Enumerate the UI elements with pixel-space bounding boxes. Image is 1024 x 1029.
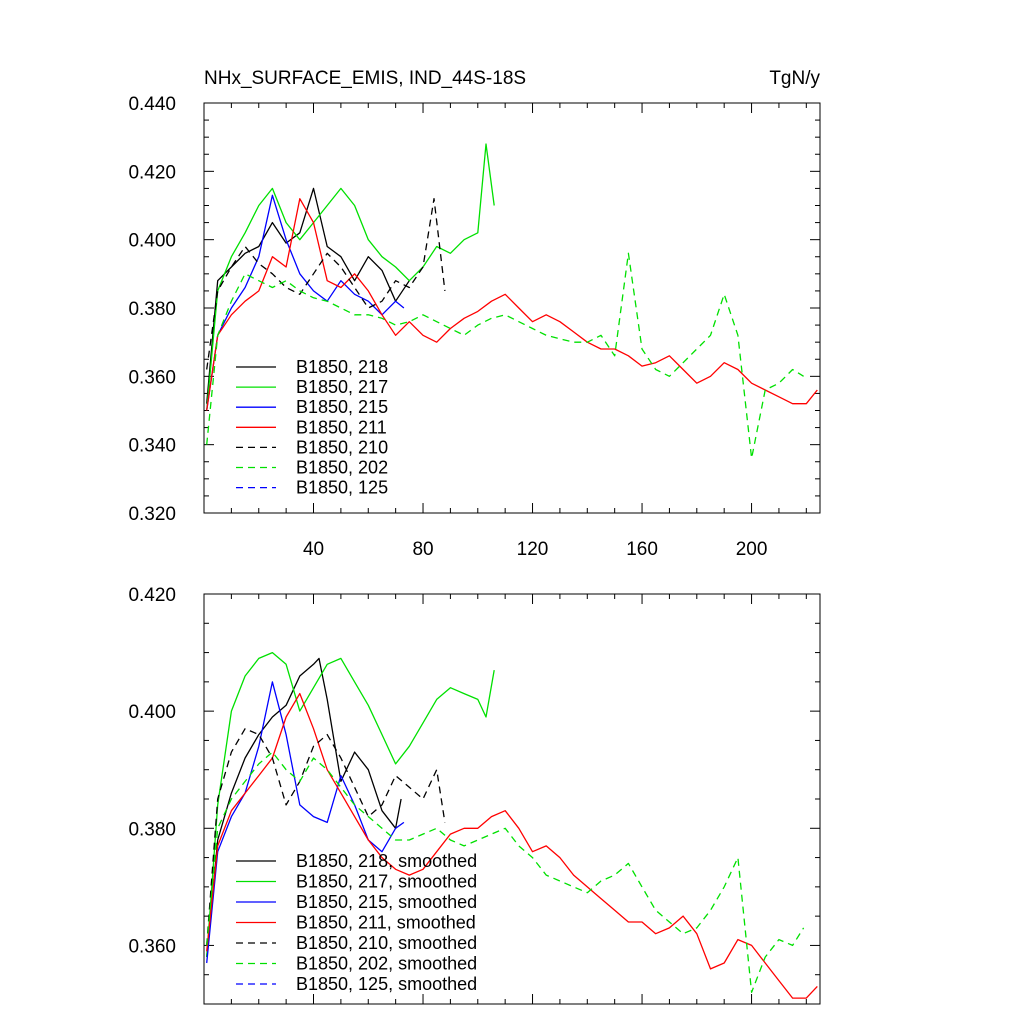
bottom-y-tick-label: 0.360 — [128, 936, 176, 957]
top-x-tick-label: 120 — [517, 539, 549, 560]
bottom-legend-label: B1850, 211, smoothed — [296, 913, 476, 933]
top-legend-label: B1850, 211 — [296, 417, 387, 437]
bottom-legend-label: B1850, 125, smoothed — [296, 974, 477, 994]
top-y-tick-label: 0.320 — [128, 504, 176, 525]
top-legend-label: B1850, 202 — [296, 458, 388, 478]
top-series-line — [206, 143, 495, 411]
top-x-tick-label: 80 — [412, 539, 433, 560]
top-y-tick-label: 0.380 — [128, 299, 176, 320]
top-y-tick-label: 0.440 — [128, 94, 176, 115]
top-legend-label: B1850, 210 — [296, 437, 388, 457]
top-legend-label: B1850, 215 — [296, 397, 388, 417]
bottom-series-line — [206, 728, 446, 946]
top-panel-title: NHx_SURFACE_EMIS, IND_44S-18S — [204, 68, 526, 89]
top-legend-label: B1850, 217 — [296, 377, 388, 397]
top-y-tick-label: 0.340 — [128, 436, 176, 457]
top-panel: NHx_SURFACE_EMIS, IND_44S-18S TgN/y 40 80… — [128, 68, 821, 560]
top-legend-label: B1850, 125 — [296, 478, 388, 498]
bottom-legend-label: B1850, 202, smoothed — [296, 954, 477, 974]
top-series — [206, 143, 818, 459]
top-series-line — [206, 198, 818, 411]
top-panel-units: TgN/y — [769, 68, 820, 89]
top-y-tick-label: 0.420 — [128, 162, 176, 183]
top-series-line — [206, 194, 405, 411]
bottom-series-line — [206, 651, 495, 958]
bottom-series-line — [206, 657, 402, 958]
bottom-y-tick-label: 0.420 — [128, 585, 176, 606]
bottom-series-line — [206, 751, 805, 993]
bottom-series-line — [206, 681, 405, 964]
bottom-ticks: 0.360 0.380 0.400 0.420 — [128, 585, 820, 1005]
top-ticks: 40 80 120 160 200 0.320 0.340 0.360 0.380 0.400 0.… — [128, 94, 820, 560]
top-y-tick-label: 0.400 — [128, 231, 176, 252]
bottom-panel: 0.360 0.380 0.400 0.420 B1850, 218, smoothe… — [128, 585, 821, 1005]
bottom-legend-label: B1850, 217, smoothed — [296, 872, 477, 892]
bottom-legend-label: B1850, 218, smoothed — [296, 851, 477, 871]
top-y-tick-label: 0.360 — [128, 367, 176, 388]
top-series-line — [206, 252, 804, 459]
top-legend-label: B1850, 218 — [296, 357, 388, 377]
bottom-y-tick-label: 0.380 — [128, 819, 176, 840]
bottom-series — [206, 651, 818, 999]
bottom-y-tick-label: 0.400 — [128, 702, 176, 723]
top-series-line — [206, 198, 446, 370]
top-x-tick-label: 40 — [303, 539, 324, 560]
top-x-tick-label: 200 — [736, 539, 768, 560]
top-x-tick-label: 160 — [626, 539, 658, 560]
bottom-series-line — [206, 692, 818, 999]
bottom-legend-label: B1850, 215, smoothed — [296, 892, 477, 912]
bottom-legend-label: B1850, 210, smoothed — [296, 933, 477, 953]
